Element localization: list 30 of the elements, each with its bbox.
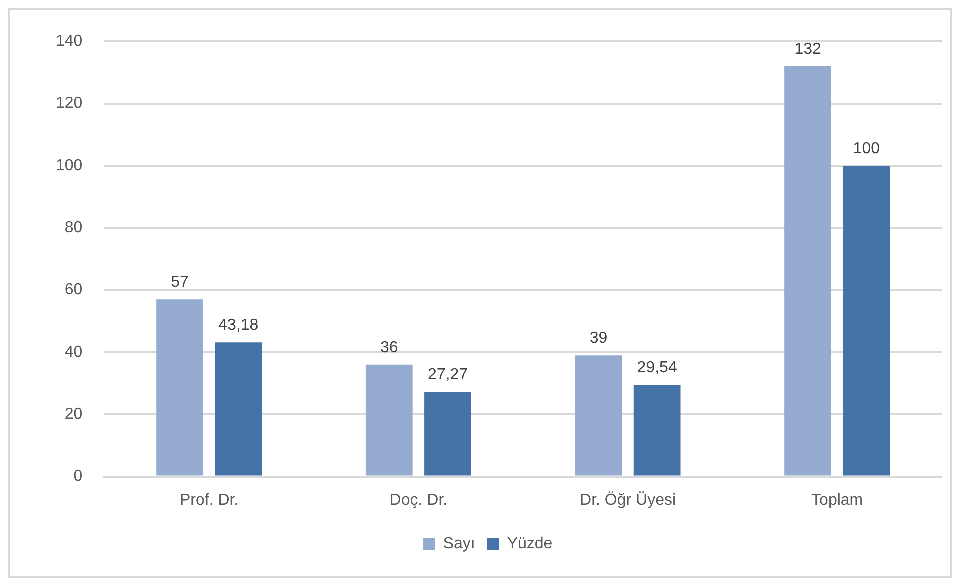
data-label: 100 (853, 140, 880, 158)
data-label: 132 (794, 40, 822, 58)
y-tick-label: 100 (56, 157, 83, 174)
data-label: 39 (590, 330, 608, 347)
data-label: 27,27 (428, 366, 468, 384)
data-label: 29,54 (637, 359, 678, 376)
bar (215, 342, 262, 476)
data-label: 57 (171, 274, 190, 292)
bar (784, 66, 832, 476)
bar (575, 356, 622, 476)
y-tick-label: 40 (64, 344, 83, 361)
y-tick-label: 80 (64, 220, 83, 237)
y-tick-label: 120 (56, 95, 83, 112)
y-tick-label: 0 (74, 468, 83, 486)
bar (156, 300, 204, 476)
x-tick-label: Doç. Dr. (390, 492, 448, 509)
bar (634, 384, 681, 476)
data-label: 36 (380, 339, 398, 356)
bar (424, 392, 472, 476)
y-tick-label: 140 (56, 33, 83, 50)
bar (366, 364, 413, 476)
y-tick-label: 60 (64, 282, 83, 299)
data-label: 43,18 (218, 316, 259, 334)
bar (843, 166, 890, 476)
x-tick-label: Toplam (812, 492, 864, 509)
legend-label: Sayı (443, 535, 476, 552)
y-tick-label: 20 (64, 406, 83, 424)
x-tick-label: Prof. Dr. (180, 492, 239, 509)
legend-label: Yüzde (507, 535, 553, 552)
x-tick-label: Dr. Öğr Üyesi (580, 490, 676, 509)
